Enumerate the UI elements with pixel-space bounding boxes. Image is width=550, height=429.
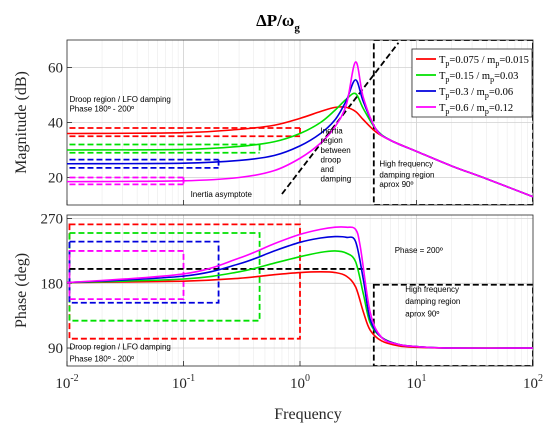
annotation-hf1: High frequency: [405, 285, 459, 294]
droop-region-box: [68, 250, 185, 301]
y-tick-label: 270: [41, 212, 64, 228]
annotation-droop1: Droop region / LFO damping: [69, 342, 170, 351]
figure-title: ΔP/ωg: [256, 11, 300, 34]
x-tick-label: 10-2: [55, 373, 78, 392]
annotation-droop1: Droop region / LFO damping: [69, 95, 170, 104]
y-tick-label: 90: [48, 341, 63, 357]
annotation-droop2: Phase 180º - 200º: [69, 105, 134, 114]
annotation-inertia_r6: damping: [321, 175, 352, 184]
plot-area: [67, 40, 533, 205]
droop-region-box: [68, 240, 220, 304]
phase-plot: 10-2 10-1 100 101 102 90 180 270 Phase (deg) Phas…: [13, 212, 543, 392]
x-tick-label: 100: [290, 373, 310, 392]
annotation-hf2: damping region: [405, 297, 460, 306]
legend-label: Tp=0.075 / mp=0.015: [439, 55, 529, 68]
series-line-4: [67, 61, 533, 198]
annotation-inertia_r1: Inertia: [321, 127, 344, 136]
y-tick-label: 20: [48, 171, 63, 187]
annotation-inertia_r2: region: [321, 136, 343, 145]
x-axis-label: Frequency: [274, 406, 342, 423]
y-axis-label: Phase (deg): [13, 253, 30, 328]
annotation-hf3: aprox 90º: [405, 309, 439, 318]
x-tick-label: 10-1: [172, 373, 195, 392]
droop-region-box: [68, 232, 261, 322]
y-tick-label: 180: [41, 276, 64, 292]
legend-box: [411, 48, 533, 118]
annotation-inertia_r4: droop: [321, 155, 342, 164]
series-line-4: [67, 226, 533, 349]
y-axis-label: Magnitude (dB): [13, 71, 30, 174]
x-tick-label: 101: [407, 373, 427, 392]
annotation-phase200: Phase = 200º: [395, 246, 443, 255]
annotation-droop2: Phase 180º - 200º: [69, 355, 134, 364]
legend-label: Tp=0.15 / mp=0.03: [439, 71, 518, 84]
x-tick-label: 102: [523, 373, 543, 392]
y-tick-label: 40: [48, 116, 63, 132]
annotation-hf2: damping region: [379, 171, 434, 180]
annotation-hf3: aprox 90º: [379, 180, 413, 189]
series-line-1: [67, 271, 533, 349]
legend-label: Tp=0.3 / mp=0.06: [439, 87, 513, 100]
plot-area: [67, 223, 533, 366]
annotation-inertia_asym: Inertia asymptote: [191, 190, 253, 199]
legend-label: Tp=0.6 / mp=0.12: [439, 103, 513, 116]
annotation-inertia_r5: and: [321, 165, 334, 174]
annotation-inertia_r3: between: [321, 146, 351, 155]
annotation-hf1: High frequency: [379, 160, 433, 169]
y-tick-label: 60: [48, 61, 63, 77]
magnitude-plot: 20 40 60 Magnitude (dB) Droop region / LFO d…: [13, 39, 534, 206]
